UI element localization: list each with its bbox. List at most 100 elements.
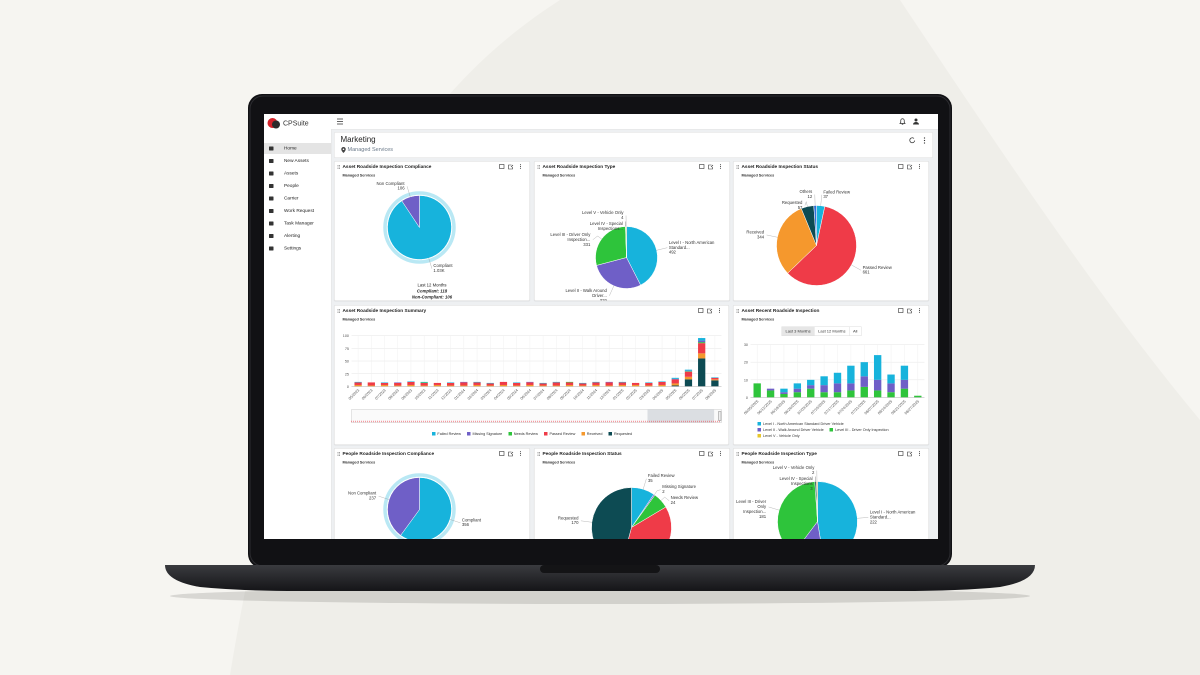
table-view-button[interactable] [499,164,505,169]
nav-item[interactable]: Work Request [264,206,331,217]
drag-handle[interactable] [537,165,540,169]
pie-slice [804,520,821,539]
bar-segment [579,383,587,386]
table-view-button[interactable] [699,451,705,456]
x-tick-label: 06/2025 [678,388,690,400]
widget-menu[interactable] [918,164,921,169]
table-view-button[interactable] [898,164,904,169]
legend-item[interactable]: Passed Review [543,432,575,436]
bar-segment [860,362,868,377]
label-connector [378,496,390,500]
notifications[interactable] [899,118,906,125]
drag-handle[interactable] [337,309,340,313]
drag-handle[interactable] [537,452,540,456]
bar-segment [698,343,706,354]
menu-dot [718,309,721,312]
bar-segment [698,342,706,344]
legend-item[interactable]: Needs Review [508,432,538,436]
drag-dot [736,312,738,313]
legend-swatch [608,432,612,436]
widget-subtitle: Managed Services [741,317,775,322]
drag-dot [339,310,340,312]
export-button[interactable] [508,451,514,457]
legend-item[interactable]: Requested [608,431,633,437]
bar-segment [513,385,521,387]
label-connector [609,285,615,296]
legend-label: Requested [613,431,633,437]
pie-slice [401,195,420,229]
x-tick-label: 05/2025 [665,388,677,400]
nav-item[interactable]: New Assets [264,156,331,167]
bar-segment [380,382,389,385]
widget-menu[interactable] [918,451,921,456]
export-button[interactable] [508,164,514,170]
nav-item[interactable]: People [264,181,331,192]
menu-button[interactable] [337,118,343,125]
legend-item[interactable]: Level II - Walk Around Driver Vehicle [757,428,824,432]
nav-item[interactable]: Carrier [264,193,331,204]
export-button[interactable] [708,164,714,170]
bar-segment [394,382,402,386]
bar-segment [671,377,679,379]
drag-dot [339,453,340,455]
widget-menu[interactable] [718,308,721,313]
slice-name: Others [799,189,813,195]
more-button[interactable] [923,137,926,144]
table-view-button[interactable] [898,451,904,456]
export-button[interactable] [907,308,913,314]
refresh-button[interactable] [909,137,916,144]
legend-item[interactable]: Level V - Vehicle Only [757,433,800,439]
legend-item[interactable]: Received [581,432,602,436]
table-view-button[interactable] [699,164,705,169]
range-tab[interactable]: Last 3 Months [781,326,815,336]
range-tab[interactable]: Last 12 Months [814,326,850,336]
table-view-button[interactable] [898,308,904,313]
drag-dot [736,309,738,310]
legend-item[interactable]: Missing Signature [466,432,502,436]
table-view-button[interactable] [698,308,704,313]
x-tick-label: 07/2023 [374,388,386,400]
x-tick-label: 08/27/2025 [904,399,920,415]
widget-menu[interactable] [918,308,921,313]
legend-item[interactable]: Failed Review [431,432,461,436]
widget-menu[interactable] [719,451,722,456]
nav-item[interactable]: Alerting [264,231,331,242]
x-tick-label: 09/2024 [559,388,571,400]
widget-menu[interactable] [519,451,522,456]
widget-menu[interactable] [519,164,522,169]
legend-item[interactable]: Level I - North American Standard Driver… [757,422,844,426]
widget-menu[interactable] [719,164,722,169]
export-button[interactable] [907,451,913,457]
slice-value: 1.03K [433,268,445,274]
drag-handle[interactable] [736,309,739,313]
export-button[interactable] [907,164,913,170]
nav-item[interactable]: Home [264,143,331,154]
nav-item[interactable]: Settings [264,243,331,254]
widget-title: Asset Recent Roadside Inspection [741,308,820,314]
drag-handle[interactable] [337,452,340,456]
drag-handle[interactable] [736,452,739,456]
nav-item[interactable]: Task Manager [264,218,331,229]
slice-label: Level III - Driver Only Inspection... 331 [544,232,590,248]
drag-handle[interactable] [736,165,739,169]
nav-item[interactable]: Assets [264,168,331,179]
legend-label: Level V - Vehicle Only [763,433,800,439]
user-menu[interactable] [913,118,919,125]
legend-item[interactable]: Level III - Driver Only Inspection [829,428,889,432]
widget-title: Asset Roadside Inspection Compliance [342,164,432,170]
bar-segment [407,381,415,382]
bar-segment [847,365,855,384]
table-view-button[interactable] [499,451,505,456]
navigator-handle[interactable] [718,411,722,421]
x-tick-label: 03/2024 [480,388,492,400]
navigator[interactable] [351,409,722,423]
export-button[interactable] [707,308,713,314]
slice-value: 329 [599,297,607,301]
drag-handle[interactable] [337,165,340,169]
export-button[interactable] [708,451,714,457]
slice-label: Compliant 356 [462,517,481,528]
bar-segment [592,382,600,385]
bar-segment [526,382,534,385]
range-tab[interactable]: All [848,326,862,336]
bar-segment [513,382,521,386]
